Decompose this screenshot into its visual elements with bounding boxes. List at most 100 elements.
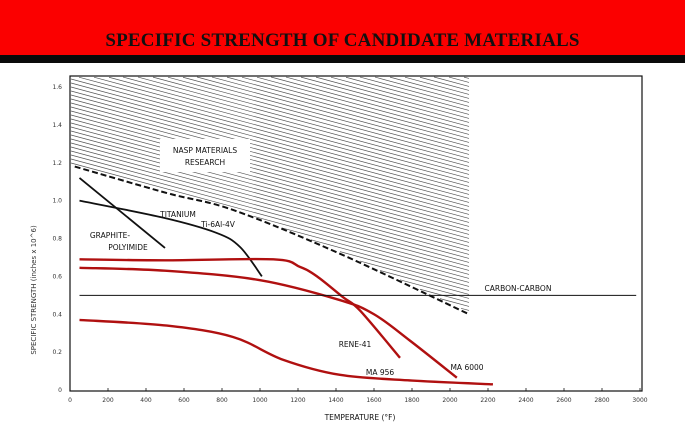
y-tick-label: 0.2 [52, 349, 62, 356]
hatch-line [404, 76, 470, 95]
y-tick-label: 1.4 [52, 122, 62, 129]
nasp-hatched-region [70, 76, 470, 316]
hatch-line [70, 82, 470, 191]
hatch-line [70, 90, 470, 199]
series-line-ma-956 [79, 318, 493, 386]
hatch-line [463, 76, 470, 79]
hatch-line [345, 76, 470, 111]
series-label: NASP MATERIALS [173, 146, 237, 155]
y-tick-label: 1.6 [52, 84, 62, 91]
hatch-line [78, 76, 470, 183]
nasp-label-background [160, 139, 250, 172]
x-tick-label: 2600 [556, 397, 571, 404]
hatch-line [70, 150, 470, 259]
chart-title: SPECIFIC STRENGTH OF CANDIDATE MATERIALS [105, 30, 580, 51]
hatch-line [70, 162, 470, 271]
hatch-line [70, 134, 470, 243]
y-tick-label: 0.6 [52, 273, 62, 280]
hatch-line [137, 76, 470, 167]
x-tick-label: 2200 [480, 397, 495, 404]
hatch-line [359, 260, 470, 291]
hatch-line [285, 76, 470, 127]
x-tick-label: 800 [216, 397, 228, 404]
plot-frame [69, 75, 643, 392]
y-tick-label: 0.4 [52, 311, 62, 318]
y-tick-label: 0 [58, 387, 62, 394]
x-tick-label: 1200 [290, 397, 305, 404]
hatch-line [226, 76, 470, 143]
hatch-line [389, 76, 470, 99]
hatch-line [270, 76, 470, 131]
series-label: CARBON-CARBON [485, 284, 552, 293]
hatch-line [339, 251, 470, 287]
hatch-line [93, 76, 470, 179]
hatch-line [182, 76, 470, 155]
hatch-line [70, 130, 470, 239]
series-line-graphite-polyimide [78, 177, 166, 249]
y-tick-label: 1.2 [52, 160, 62, 167]
hatch-line [70, 78, 470, 187]
hatch-line [300, 76, 470, 123]
hatch-line [70, 122, 470, 231]
x-tick-label: 1600 [366, 397, 381, 404]
series-label: MA 956 [366, 368, 395, 377]
hatch-line [448, 76, 470, 83]
hatch-line [253, 216, 470, 275]
hatch-line [433, 76, 470, 87]
hatch-line [122, 76, 470, 171]
hatch-line [374, 76, 470, 103]
series-label: GRAPHITE- [90, 231, 131, 240]
title-banner [0, 0, 685, 55]
x-tick-label: 200 [102, 397, 114, 404]
hatch-line [419, 288, 470, 303]
x-tick-label: 400 [140, 397, 152, 404]
x-tick-label: 1800 [404, 397, 419, 404]
hatch-line [152, 76, 470, 163]
hatch-line [310, 239, 470, 283]
hatch-line [330, 76, 470, 115]
x-tick-label: 1400 [328, 397, 343, 404]
hatch-line [70, 86, 470, 195]
hatch-line [70, 146, 470, 255]
series-label: Ti-6Al-4V [200, 220, 236, 229]
x-tick-label: 3000 [632, 397, 647, 404]
hatch-line [439, 298, 470, 307]
series-label: MA 6000 [450, 363, 483, 372]
title-underline-bar [0, 55, 685, 63]
x-axis-label: TEMPERATURE (°F) [324, 413, 396, 422]
nasp-boundary-line [74, 165, 470, 316]
hatch-line [460, 307, 470, 311]
hatch-line [167, 76, 470, 159]
y-tick-label: 0.8 [52, 236, 62, 243]
hatch-line [256, 76, 470, 135]
hatch-line [70, 142, 470, 251]
hatch-line [281, 227, 470, 279]
hatch-line [196, 76, 470, 151]
y-axis-label: SPECIFIC STRENGTH (inches x 10^6) [30, 225, 38, 355]
x-tick-label: 2400 [518, 397, 533, 404]
hatch-line [379, 270, 470, 295]
hatch-line [241, 76, 470, 139]
hatch-line [359, 76, 470, 107]
series-label: TITANIUM [159, 210, 196, 219]
hatch-line [315, 76, 470, 119]
hatch-line [70, 110, 470, 219]
series-line-ma-6000 [79, 266, 458, 379]
series-label: RENE-41 [339, 340, 372, 349]
hatch-line [70, 102, 470, 211]
x-tick-label: 2000 [442, 397, 457, 404]
hatch-line [70, 158, 470, 267]
hatch-line [70, 106, 470, 215]
hatch-line [70, 98, 470, 207]
series-label: RESEARCH [185, 158, 225, 167]
hatch-line [70, 94, 470, 203]
hatch-line [419, 76, 470, 91]
x-tick-label: 2800 [594, 397, 609, 404]
hatch-line [108, 76, 470, 175]
series-line-titanium-ti-6al-4v [79, 199, 263, 277]
x-tick-label: 0 [68, 397, 72, 404]
hatch-line [70, 138, 470, 247]
x-tick-label: 1000 [252, 397, 267, 404]
hatch-line [70, 114, 470, 223]
